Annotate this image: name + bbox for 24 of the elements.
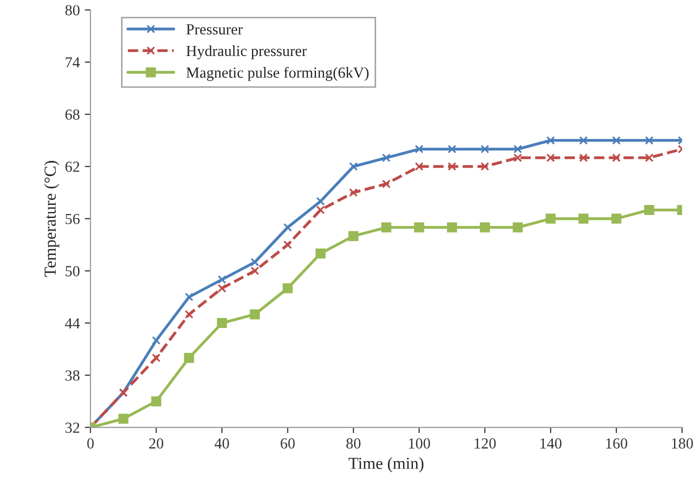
x-tick-label: 40 bbox=[214, 438, 230, 449]
x-tick-label: 120 bbox=[474, 438, 496, 449]
y-axis-title: Temperature (°C) bbox=[44, 160, 60, 277]
y-tick-label: 50 bbox=[66, 266, 80, 276]
legend-label: Hydraulic pressurer bbox=[186, 45, 307, 60]
x-tick-label: 140 bbox=[540, 438, 562, 449]
y-tick-label: 56 bbox=[66, 214, 80, 224]
y-tick-label: 80 bbox=[65, 5, 80, 16]
x-tick-label: 60 bbox=[280, 438, 295, 449]
x-tick-label: 20 bbox=[149, 438, 164, 449]
y-tick-label: 32 bbox=[66, 422, 80, 433]
legend-label: Magnetic pulse forming(6kV) bbox=[186, 66, 369, 81]
x-axis-title: Time (min) bbox=[348, 457, 424, 472]
y-tick-label: 62 bbox=[65, 162, 80, 172]
x-tick-label: 0 bbox=[87, 438, 94, 449]
legend-label: Pressurer bbox=[186, 24, 243, 35]
x-tick-label: 180 bbox=[672, 438, 693, 449]
x-tick-label: 100 bbox=[409, 438, 430, 449]
y-tick-label: 74 bbox=[66, 57, 80, 68]
x-tick-label: 160 bbox=[606, 438, 628, 449]
y-tick-label: 38 bbox=[66, 370, 80, 381]
x-tick-label: 80 bbox=[346, 438, 360, 449]
y-tick-label: 44 bbox=[65, 318, 80, 328]
y-tick-label: 68 bbox=[65, 109, 80, 120]
